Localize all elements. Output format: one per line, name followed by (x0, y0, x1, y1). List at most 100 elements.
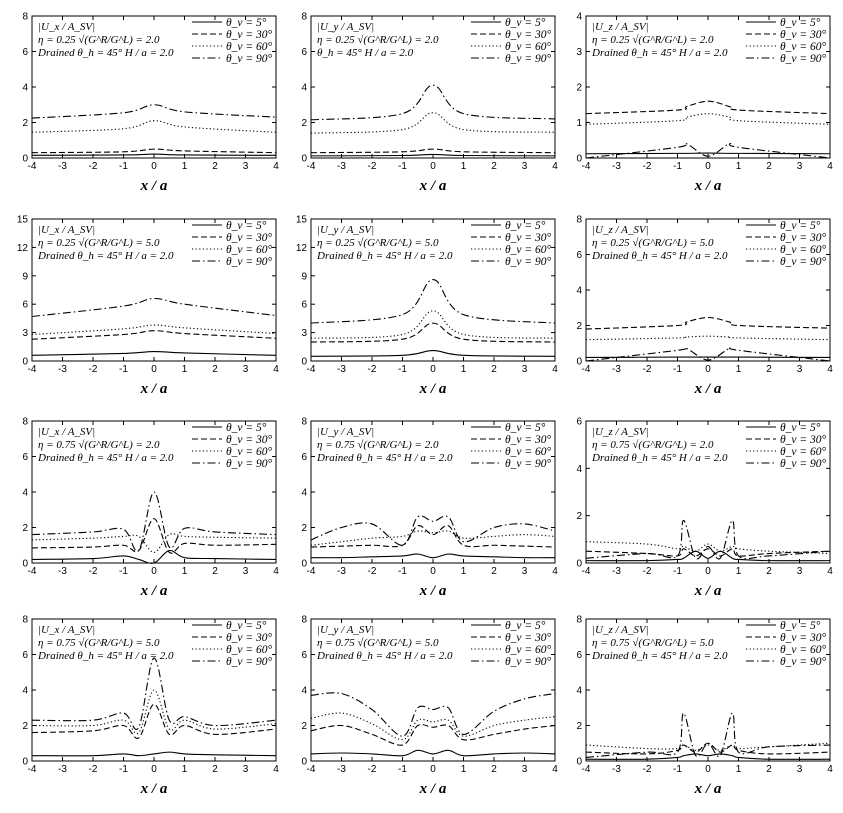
y-tick-label: 4 (22, 488, 28, 499)
series-line-1 (585, 753, 831, 760)
x-tick-label: 0 (151, 161, 157, 172)
x-axis-label: x / a (694, 381, 722, 397)
condition-label: Drained θ_h = 45° H / a = 2.0 (591, 47, 728, 59)
quantity-label: |U_y / A_SV| (317, 224, 374, 236)
legend-entry-3: θ_v = 60° (226, 41, 273, 53)
x-tick-label: 1 (736, 161, 742, 172)
x-tick-label: 3 (522, 161, 528, 172)
y-tick-label: 0 (576, 154, 582, 165)
series-line-2 (585, 548, 831, 557)
condition-label: Drained θ_h = 45° H / a = 2.0 (37, 250, 174, 262)
x-tick-label: -4 (307, 566, 316, 577)
y-tick-label: 15 (17, 215, 29, 226)
x-tick-label: 1 (736, 364, 742, 375)
quantity-label: |U_x / A_SV| (38, 224, 95, 236)
parameter-label: η = 0.25 √(G^R/G^L) = 5.0 (592, 237, 714, 249)
series-line-1 (31, 550, 277, 564)
y-tick-label: 6 (301, 452, 307, 463)
x-tick-label: -1 (673, 764, 682, 775)
legend-entry-3: θ_v = 60° (780, 244, 827, 256)
parameter-label: η = 0.75 √(G^R/G^L) = 2.0 (317, 439, 439, 451)
chart-panel-12: 0 2 4 6 8 -4 -3 -2 -1 0 1 2 3 4 x / a |U_z / A_SV|η = 0… (576, 615, 833, 798)
legend-entry-3: θ_v = 60° (226, 644, 273, 656)
x-tick-label: 0 (705, 161, 711, 172)
legend-entry-3: θ_v = 60° (505, 446, 552, 458)
x-tick-label: 2 (212, 566, 218, 577)
quantity-label: |U_x / A_SV| (38, 624, 95, 636)
series-line-3 (310, 310, 556, 339)
y-tick-label: 0 (576, 357, 582, 368)
x-tick-label: 4 (273, 566, 279, 577)
series-line-1 (310, 553, 556, 559)
legend-entry-3: θ_v = 60° (780, 446, 827, 458)
parameter-label: η = 0.25 √(G^R/G^L) = 5.0 (38, 237, 160, 249)
series-line-2 (585, 742, 831, 755)
condition-label: Drained θ_h = 45° H / a = 2.0 (316, 452, 453, 464)
series-line-1 (31, 153, 277, 156)
chart-panel-9: 0 2 4 6 -4 -3 -2 -1 0 1 2 3 4 x / a |U_z / A_SV|η = 0.… (576, 417, 833, 600)
series-line-4 (31, 491, 277, 553)
y-tick-label: 3 (576, 47, 582, 58)
x-axis-label: x / a (140, 178, 168, 194)
legend-entry-2: θ_v = 30° (226, 434, 273, 446)
y-tick-label: 2 (22, 118, 28, 129)
x-tick-label: -4 (28, 364, 37, 375)
series-line-3 (310, 530, 556, 546)
legend-entry-4: θ_v = 90° (780, 656, 827, 668)
y-tick-label: 0 (22, 154, 28, 165)
x-tick-label: -4 (307, 161, 316, 172)
legend-entry-2: θ_v = 30° (226, 632, 273, 644)
series-line-4 (310, 692, 556, 737)
condition-label: Drained θ_h = 45° H / a = 2.0 (591, 452, 728, 464)
chart-panel-7: 0 2 4 6 8 -4 -3 -2 -1 0 1 2 3 4 x / a |U_x / A_SV|η = 0… (22, 417, 279, 600)
y-tick-label: 0 (576, 559, 582, 570)
y-tick-label: 8 (22, 615, 28, 626)
y-tick-label: 0 (301, 757, 307, 768)
x-tick-label: 1 (461, 764, 467, 775)
legend-entry-2: θ_v = 30° (226, 232, 273, 244)
y-tick-label: 0 (576, 757, 582, 768)
x-tick-label: 4 (827, 764, 833, 775)
series-line-4 (310, 279, 556, 324)
x-tick-label: 2 (491, 161, 497, 172)
x-tick-label: -4 (582, 764, 591, 775)
quantity-label: |U_y / A_SV| (317, 624, 374, 636)
legend-entry-3: θ_v = 60° (505, 244, 552, 256)
x-tick-label: -4 (582, 566, 591, 577)
x-tick-label: -3 (58, 566, 67, 577)
y-tick-label: 0 (301, 559, 307, 570)
y-tick-label: 2 (576, 511, 582, 522)
x-tick-label: 4 (552, 566, 558, 577)
y-tick-label: 2 (301, 523, 307, 534)
legend-entry-1: θ_v = 5° (780, 620, 821, 632)
x-tick-label: 1 (461, 566, 467, 577)
quantity-label: |U_x / A_SV| (38, 21, 95, 33)
condition-label: Drained θ_h = 45° H / a = 2.0 (37, 650, 174, 662)
x-tick-label: 0 (151, 764, 157, 775)
y-tick-label: 6 (22, 452, 28, 463)
x-tick-label: 1 (182, 364, 188, 375)
quantity-label: |U_z / A_SV| (592, 624, 649, 636)
legend-entry-3: θ_v = 60° (226, 446, 273, 458)
y-tick-label: 1 (576, 118, 582, 129)
x-tick-label: -2 (368, 161, 377, 172)
legend-entry-4: θ_v = 90° (780, 256, 827, 268)
series-line-4 (585, 519, 831, 560)
x-axis-label: x / a (694, 583, 722, 599)
legend-entry-2: θ_v = 30° (505, 632, 552, 644)
legend-entry-4: θ_v = 90° (226, 656, 273, 668)
x-axis-label: x / a (419, 381, 447, 397)
x-tick-label: 0 (430, 566, 436, 577)
legend-entry-2: θ_v = 30° (505, 232, 552, 244)
legend-entry-4: θ_v = 90° (505, 656, 552, 668)
chart-panel-11: 0 2 4 6 8 -4 -3 -2 -1 0 1 2 3 4 x / a |U_y / A_SV|η = 0… (301, 615, 558, 798)
x-tick-label: -2 (643, 364, 652, 375)
x-tick-label: 1 (736, 566, 742, 577)
x-tick-label: -1 (673, 566, 682, 577)
series-line-1 (585, 550, 831, 562)
x-tick-label: 0 (705, 764, 711, 775)
series-line-3 (585, 742, 831, 751)
x-tick-label: -2 (368, 364, 377, 375)
series-line-3 (585, 113, 831, 125)
